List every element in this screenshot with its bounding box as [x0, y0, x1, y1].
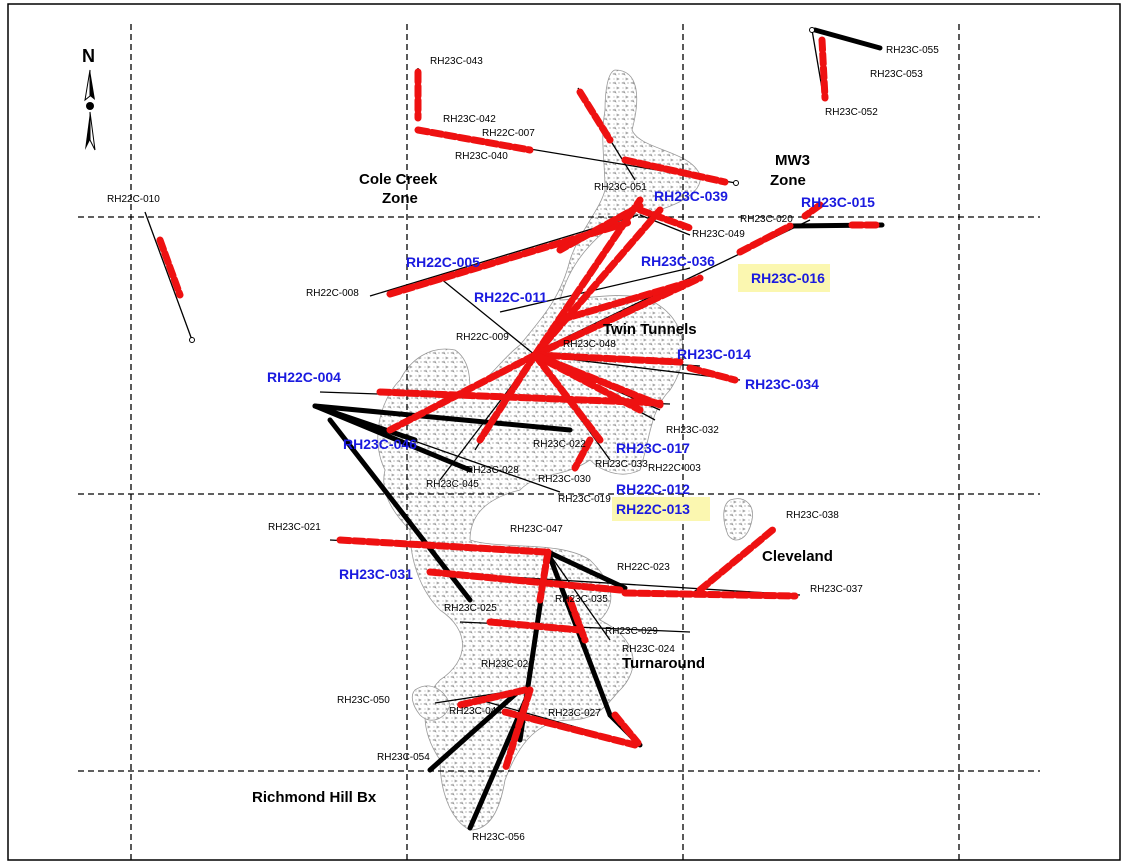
hole-label-rh23c-022: RH23C-022 [533, 439, 586, 450]
zone-turnaround: Turnaround [622, 655, 705, 672]
hole-label-rh23c-043: RH23C-043 [430, 56, 483, 67]
hole-label-rh23c-014: RH23C-014 [677, 346, 751, 362]
highlighted-hole-labels: RH23C-039 RH23C-015 RH22C-005 RH23C-036 … [267, 188, 875, 582]
zone-cole-creek: Cole Creek [359, 171, 438, 188]
mineralized-intervals [156, 36, 884, 774]
hole-label-rh23c-049: RH23C-049 [692, 229, 745, 240]
hole-label-rh22c-007: RH22C-007 [482, 128, 535, 139]
north-arrow-icon: N [82, 46, 96, 151]
hole-label-rh23c-047: RH23C-047 [510, 524, 563, 535]
hole-label-rh23c-051: RH23C-051 [594, 182, 647, 193]
hole-label-rh23c-044: RH23C-044 [449, 706, 502, 717]
hole-label-rh23c-024: RH23C-024 [622, 644, 675, 655]
hole-label-rh23c-027: RH23C-027 [548, 708, 601, 719]
hole-label-rh23c-019: RH23C-019 [558, 494, 611, 505]
hole-label-rh23c-029: RH23C-029 [605, 626, 658, 637]
hole-label-rh22c-009: RH22C-009 [456, 332, 509, 343]
coordinate-grid [78, 24, 1040, 860]
label-box-rh23c-016 [738, 264, 830, 292]
hole-label-rh23c-030: RH23C-030 [538, 474, 591, 485]
hole-labels: RH23C-043 RH23C-042 RH22C-007 RH23C-040 … [107, 45, 939, 843]
hole-label-rh22c-004: RH22C-004 [267, 369, 341, 385]
zone-mw3-2: Zone [770, 172, 806, 189]
hole-label-rh23c-056: RH23C-056 [472, 832, 525, 843]
hole-label-rh22c-012: RH22C-012 [616, 481, 690, 497]
hole-label-rh23c-048: RH23C-048 [563, 339, 616, 350]
zone-richmond-hill: Richmond Hill Bx [252, 789, 377, 806]
breccia-outcrop-areas [377, 69, 753, 831]
hole-label-rh23c-020: RH23C-020 [740, 214, 793, 225]
hole-label-rh23c-035: RH23C-035 [555, 594, 608, 605]
hole-label-rh23c-017: RH23C-017 [616, 440, 690, 456]
zone-cole-creek-2: Zone [382, 190, 418, 207]
hole-label-rh22c-011: RH22C-011 [474, 289, 547, 305]
zone-cleveland: Cleveland [762, 548, 833, 565]
label-box-rh22c-013 [612, 497, 710, 521]
hole-label-rh23c-025: RH23C-025 [444, 603, 497, 614]
hole-label-rh23c-045: RH23C-045 [426, 479, 479, 490]
hole-label-rh22c-023: RH22C-023 [617, 562, 670, 573]
drill-collars [189, 27, 815, 343]
hole-label-rh22c-005: RH22C-005 [406, 254, 480, 270]
hole-label-rh23c-040: RH23C-040 [455, 151, 508, 162]
hole-label-rh22c-008: RH22C-008 [306, 288, 359, 299]
hole-label-rh22c-013: RH22C-013 [616, 501, 690, 517]
hole-label-rh23c-032: RH23C-032 [666, 425, 719, 436]
hole-label-rh23c-054: RH23C-054 [377, 752, 430, 763]
map-frame [7, 3, 1121, 861]
zone-labels: Cole Creek Zone MW3 Zone Twin Tunnels Cl… [252, 152, 833, 806]
hole-label-rh23c-016: RH23C-016 [751, 270, 825, 286]
svg-text:N: N [82, 46, 95, 66]
hole-label-rh23c-038: RH23C-038 [786, 510, 839, 521]
hole-label-rh22c-010: RH22C-010 [107, 194, 160, 205]
hole-label-rh23c-021: RH23C-021 [268, 522, 321, 533]
hole-label-rh23c-015: RH23C-015 [801, 194, 875, 210]
hole-label-rh23c-053: RH23C-053 [870, 69, 923, 80]
hole-label-rh23c-046: RH23C-046 [343, 436, 417, 452]
zone-mw3: MW3 [775, 152, 810, 169]
zone-twin-tunnels: Twin Tunnels [603, 321, 697, 338]
hole-label-rh23c-050: RH23C-050 [337, 695, 390, 706]
hole-label-rh23c-034: RH23C-034 [745, 376, 819, 392]
hole-label-rh23c-039: RH23C-039 [654, 188, 728, 204]
hole-label-rh23c-036: RH23C-036 [641, 253, 715, 269]
hole-label-rh23c-042: RH23C-042 [443, 114, 496, 125]
hole-label-rh23c-028: RH23C-028 [466, 465, 519, 476]
hole-label-rh22c-003: RH22C-003 [648, 463, 701, 474]
hole-label-rh23c-026: RH23C-026 [481, 659, 534, 670]
hole-label-rh23c-037: RH23C-037 [810, 584, 863, 595]
hole-label-rh23c-052: RH23C-052 [825, 107, 878, 118]
hole-label-rh23c-055: RH23C-055 [886, 45, 939, 56]
hole-label-rh23c-033: RH23C-033 [595, 459, 648, 470]
hole-label-rh23c-031: RH23C-031 [339, 566, 413, 582]
